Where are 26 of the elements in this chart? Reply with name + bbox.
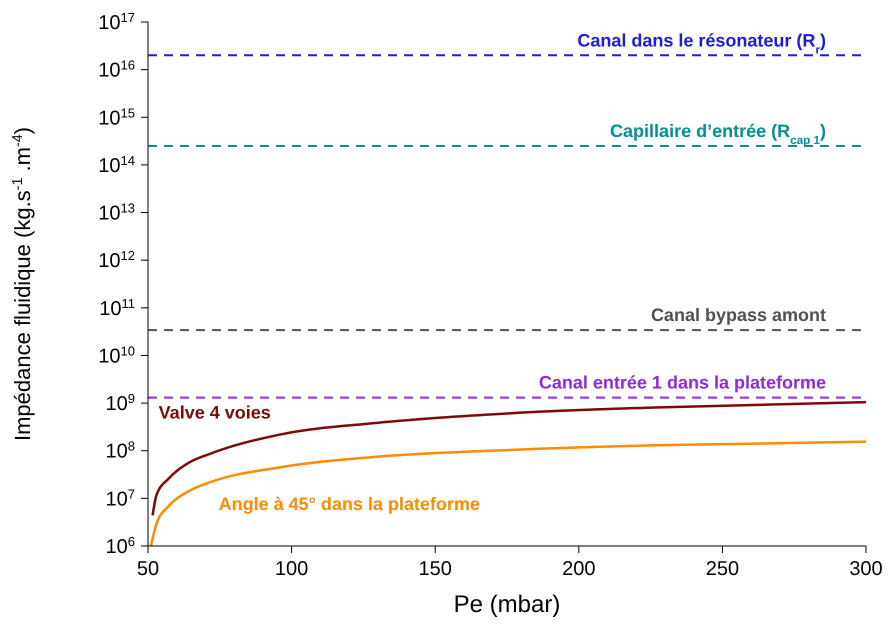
series-label: Angle à 45° dans la plateforme (218, 494, 480, 514)
x-tick-label: 50 (136, 558, 160, 580)
y-tick-label: 10$^{16}$ (98, 57, 135, 82)
y-tick-label: 10$^{14}$ (98, 152, 135, 177)
y-tick-label: 10$^{8}$ (106, 438, 135, 463)
x-tick-label: 250 (706, 558, 740, 580)
x-axis-title: Pe (mbar) (454, 591, 560, 618)
x-tick-label: 200 (562, 558, 596, 580)
y-tick-label: 10$^{6}$ (106, 534, 135, 558)
series-label: Valve 4 voies (158, 402, 271, 423)
y-tick-label: 10$^{12}$ (98, 248, 135, 272)
y-tick-label: 10$^{10}$ (98, 342, 135, 368)
x-tick-label: 150 (418, 558, 452, 580)
ref-line-label: Canal entrée 1 dans la plateforme (538, 372, 826, 393)
x-tick-label: 100 (274, 558, 308, 580)
ref-line-label: Canal dans le résonateur (R$_{r}$) (577, 30, 826, 56)
ref-line-label: Capillaire d’entrée (R$_{cap 1}$) (610, 120, 826, 146)
y-tick-label: 10$^{11}$ (99, 295, 135, 320)
y-tick-label: 10$^{7}$ (106, 486, 135, 510)
ref-line-label: Canal bypass amont (650, 305, 826, 326)
y-tick-label: 10$^{15}$ (98, 104, 135, 130)
y-tick-label: 10$^{13}$ (98, 200, 135, 225)
y-tick-label: 10$^{9}$ (106, 390, 135, 416)
y-tick-label: 10$^{17}$ (98, 10, 135, 34)
line-series (151, 400, 866, 517)
x-tick-label: 300 (849, 558, 883, 580)
